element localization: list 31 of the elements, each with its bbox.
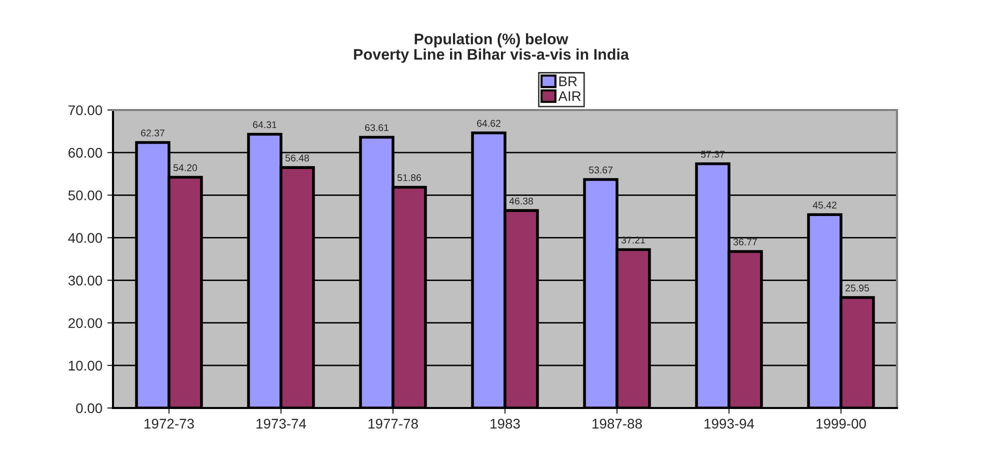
data-label: 62.37 bbox=[141, 130, 164, 136]
data-label: 64.31 bbox=[253, 121, 276, 128]
x-tick-label: 1977-78 bbox=[368, 418, 418, 429]
x-tick-label: 1999-00 bbox=[816, 418, 866, 429]
x-tick-label: 1993-94 bbox=[704, 418, 754, 429]
legend-label: BR bbox=[559, 76, 577, 86]
y-tick-label: 40.00 bbox=[68, 233, 102, 243]
legend-label: AIR bbox=[558, 91, 581, 101]
data-label: 53.67 bbox=[588, 166, 612, 174]
data-label: 54.20 bbox=[173, 164, 198, 172]
data-label: 51.86 bbox=[397, 174, 421, 182]
data-label: 36.77 bbox=[733, 238, 757, 246]
data-label: 56.48 bbox=[285, 154, 309, 162]
y-tick-label: 10.00 bbox=[68, 360, 102, 371]
data-label: 45.42 bbox=[812, 202, 836, 209]
y-tick-label: 20.00 bbox=[68, 318, 102, 328]
data-label: 64.62 bbox=[477, 120, 500, 127]
chart-title: Population (%) below Poverty Line in Bihar vis-a-vis in India bbox=[354, 33, 630, 63]
data-label: 25.95 bbox=[846, 284, 869, 292]
y-tick-label: 50.00 bbox=[68, 190, 102, 200]
data-label: 37.21 bbox=[621, 236, 645, 244]
x-tick-label: 1973-74 bbox=[256, 418, 306, 429]
y-tick-label: 0.00 bbox=[76, 403, 102, 414]
x-tick-label: 1987-88 bbox=[592, 418, 642, 429]
y-tick-label: 30.00 bbox=[68, 276, 102, 286]
y-tick-label: 60.00 bbox=[68, 148, 102, 158]
x-tick-label: 1983 bbox=[490, 418, 520, 429]
y-tick-label: 70.00 bbox=[68, 105, 102, 116]
data-label: 63.61 bbox=[365, 124, 388, 132]
x-tick-label: 1972-73 bbox=[144, 418, 194, 429]
data-label: 46.38 bbox=[509, 198, 533, 204]
